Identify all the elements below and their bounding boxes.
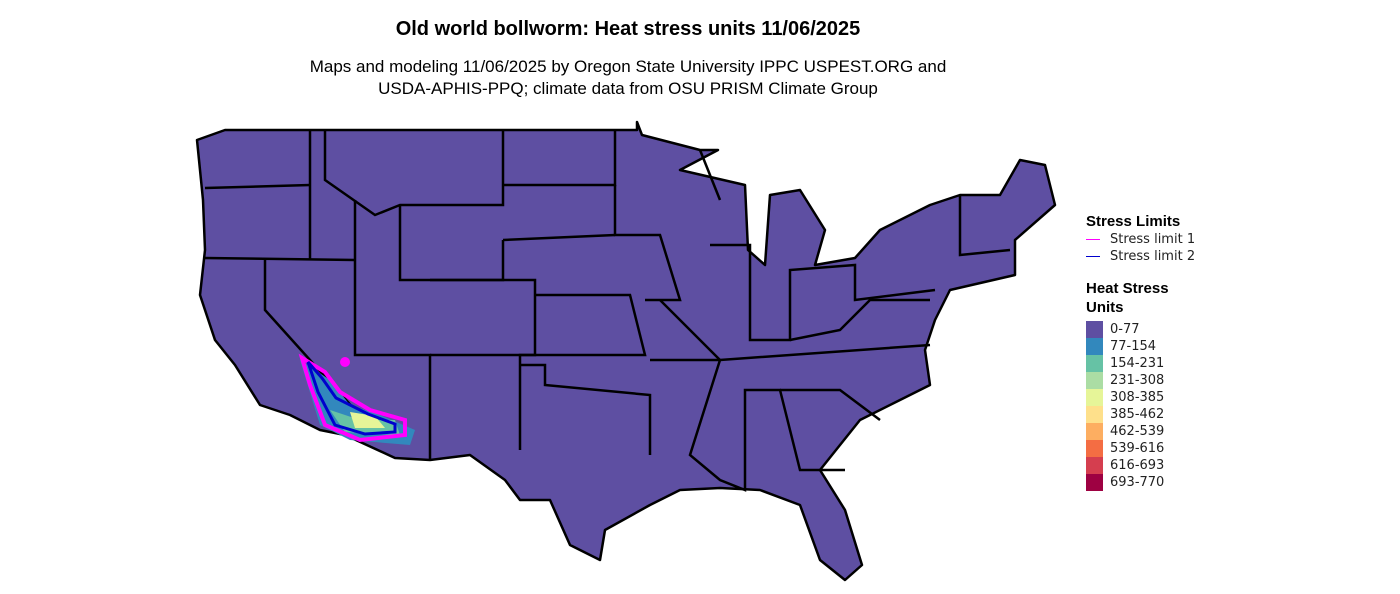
stress-limits-title: Stress Limits (1086, 213, 1181, 230)
legend-swatch (1086, 423, 1103, 440)
legend-label: 0-77 (1110, 322, 1140, 337)
heat-title-line-1: Heat Stress (1086, 280, 1169, 297)
legend-item: 462-539 (1086, 423, 1195, 440)
legend-swatch (1086, 457, 1103, 474)
subtitle-line-1: Maps and modeling 11/06/2025 by Oregon S… (309, 57, 947, 76)
legend-label: Stress limit 1 (1110, 232, 1196, 247)
legend-swatch (1086, 389, 1103, 406)
legend-label: 308-385 (1110, 390, 1165, 405)
heat-title-line-2: Units (1086, 299, 1124, 316)
legend-item: 693-770 (1086, 474, 1195, 491)
stress-limit-2-contour (306, 361, 397, 436)
heat-title: Heat Stress Units (1086, 279, 1195, 317)
stress-limit-2-swatch (1086, 256, 1100, 257)
map-title: Old world bollworm: Heat stress units 11… (395, 18, 861, 40)
heat-stress-hotspot (298, 353, 415, 445)
legend-item: 308-385 (1086, 389, 1195, 406)
legend-label: 539-616 (1110, 441, 1165, 456)
legend-swatch (1086, 355, 1103, 372)
heat-legend-items: 0-77 77-154 154-231 231-308 308-385 385-462 46… (1086, 321, 1195, 491)
conus-outline (195, 120, 1057, 582)
stress-limit-1-contour (298, 353, 407, 443)
legend-item: 77-154 (1086, 338, 1195, 355)
legend-label: 231-308 (1110, 373, 1165, 388)
legend-swatch (1086, 321, 1103, 338)
legend-swatch (1086, 338, 1103, 355)
legend-swatch (1086, 372, 1103, 389)
legend-label: 693-770 (1110, 475, 1165, 490)
legend-label: 385-462 (1110, 407, 1165, 422)
legend-label: 616-693 (1110, 458, 1165, 473)
legend-label: 77-154 (1110, 339, 1157, 354)
legend-label: Stress limit 2 (1110, 249, 1196, 264)
legend-item: 539-616 (1086, 440, 1195, 457)
legend-item: Stress limit 1 (1086, 231, 1195, 248)
legend-item: 154-231 (1086, 355, 1195, 372)
stress-limit-1-swatch (1086, 239, 1100, 240)
state-borders (204, 130, 1011, 492)
legend-swatch (1086, 406, 1103, 423)
legend-item: 616-693 (1086, 457, 1195, 474)
legend-item: 0-77 (1086, 321, 1195, 338)
legend: Stress Limits Stress limit 1 Stress limi… (1086, 212, 1195, 491)
legend-label: 462-539 (1110, 424, 1165, 439)
legend-item: 231-308 (1086, 372, 1195, 389)
legend-swatch (1086, 440, 1103, 457)
legend-item: 385-462 (1086, 406, 1195, 423)
legend-item: Stress limit 2 (1086, 248, 1195, 265)
legend-label: 154-231 (1110, 356, 1165, 371)
map-subtitle: Maps and modeling 11/06/2025 by Oregon S… (0, 56, 1256, 100)
legend-swatch (1086, 474, 1103, 491)
subtitle-line-2: USDA-APHIS-PPQ; climate data from OSU PR… (378, 79, 878, 98)
